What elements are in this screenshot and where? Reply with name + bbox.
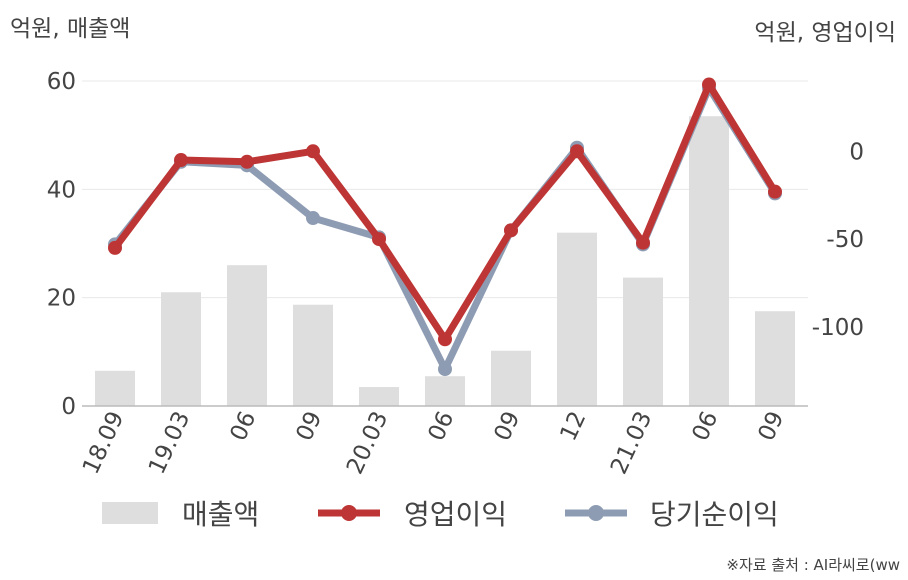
x-axis-ticks: 18.09 19.03 06 09 20.03 06 09 12 21.03 06 09 <box>78 408 789 479</box>
x-axis-tick-label: 21.03 <box>606 408 657 479</box>
revenue-bar <box>227 265 267 406</box>
x-axis-tick-label: 09 <box>291 408 327 446</box>
operating-profit-marker <box>636 235 650 250</box>
operating-profit-marker <box>504 223 518 238</box>
revenue-bar <box>491 350 531 406</box>
x-axis-tick-label: 06 <box>225 408 261 446</box>
left-axis-tick-label: 0 <box>61 394 76 420</box>
legend-label-revenue: 매출액 <box>182 498 259 531</box>
line-series <box>108 77 782 377</box>
revenue-bar <box>755 311 795 406</box>
net-profit-marker <box>438 362 452 377</box>
legend-label-operating-profit: 영업이익 <box>404 498 507 531</box>
revenue-bar <box>557 232 597 406</box>
x-axis-tick-label: 09 <box>753 408 789 446</box>
legend-operating-profit-marker <box>341 505 357 521</box>
operating-profit-marker <box>372 232 386 247</box>
left-axis-tick-label: 40 <box>47 177 76 203</box>
right-axis-tick-label: -100 <box>812 315 864 341</box>
x-axis-tick-label: 18.09 <box>78 408 129 479</box>
x-axis-tick-label: 06 <box>687 408 723 446</box>
revenue-bar <box>95 370 135 406</box>
legend-label-net-profit: 당기순이익 <box>650 498 779 531</box>
net-profit-line <box>111 84 779 373</box>
left-unit-label: 억원, 매출액 <box>10 16 130 42</box>
right-unit-label: 억원, 영업이익 <box>754 20 896 46</box>
right-axis-tick-label: 0 <box>849 139 864 165</box>
revenue-bar <box>359 387 399 406</box>
x-axis-tick-label: 09 <box>489 408 525 446</box>
revenue-bar <box>623 277 663 406</box>
revenue-bar <box>425 376 465 406</box>
legend-net-profit-marker <box>588 505 604 521</box>
operating-profit-marker <box>108 240 122 255</box>
operating-profit-marker <box>438 332 452 347</box>
operating-profit-marker <box>174 153 188 168</box>
legend-bar-swatch <box>102 502 158 524</box>
legend: 매출액 영업이익 당기순이익 <box>102 498 779 531</box>
right-axis-ticks: 0 -50 -100 <box>812 139 864 341</box>
revenue-bar <box>293 304 333 406</box>
operating-profit-marker <box>768 184 782 199</box>
x-axis-tick-label: 19.03 <box>144 408 195 479</box>
revenue-bar <box>161 292 201 406</box>
operating-profit-marker <box>702 77 716 92</box>
operating-profit-marker <box>306 144 320 159</box>
grid-lines <box>82 80 808 299</box>
x-axis-tick-label: 12 <box>555 408 591 446</box>
left-axis-ticks: 0 20 40 60 <box>47 69 76 420</box>
revenue-bar <box>689 116 729 406</box>
x-axis-tick-label: 20.03 <box>342 408 393 479</box>
x-axis-tick-label: 06 <box>423 408 459 446</box>
operating-profit-marker <box>240 154 254 169</box>
operating-profit-line <box>111 81 779 343</box>
operating-profit-marker <box>570 144 584 159</box>
source-label: ※자료 출처 : AI라씨로(ww <box>726 556 900 574</box>
right-axis-tick-label: -50 <box>826 227 864 253</box>
left-axis-tick-label: 20 <box>47 286 76 312</box>
bar-series <box>95 116 795 406</box>
net-profit-marker <box>306 211 320 226</box>
left-axis-tick-label: 60 <box>47 69 76 95</box>
